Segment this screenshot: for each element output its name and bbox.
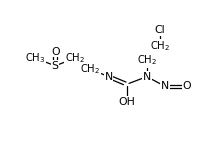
- Text: CH$_2$: CH$_2$: [65, 51, 85, 65]
- Text: CH$_2$: CH$_2$: [150, 39, 170, 53]
- Text: S: S: [52, 61, 59, 71]
- Text: O: O: [183, 81, 191, 91]
- Text: N: N: [143, 72, 151, 82]
- Text: Cl: Cl: [155, 25, 166, 35]
- Text: CH$_3$: CH$_3$: [25, 51, 45, 65]
- Text: O: O: [51, 47, 60, 57]
- Text: CH$_2$: CH$_2$: [137, 53, 157, 67]
- Text: CH$_2$: CH$_2$: [80, 62, 100, 76]
- Text: N: N: [161, 81, 169, 91]
- Text: N: N: [104, 72, 113, 82]
- Text: OH: OH: [118, 97, 135, 107]
